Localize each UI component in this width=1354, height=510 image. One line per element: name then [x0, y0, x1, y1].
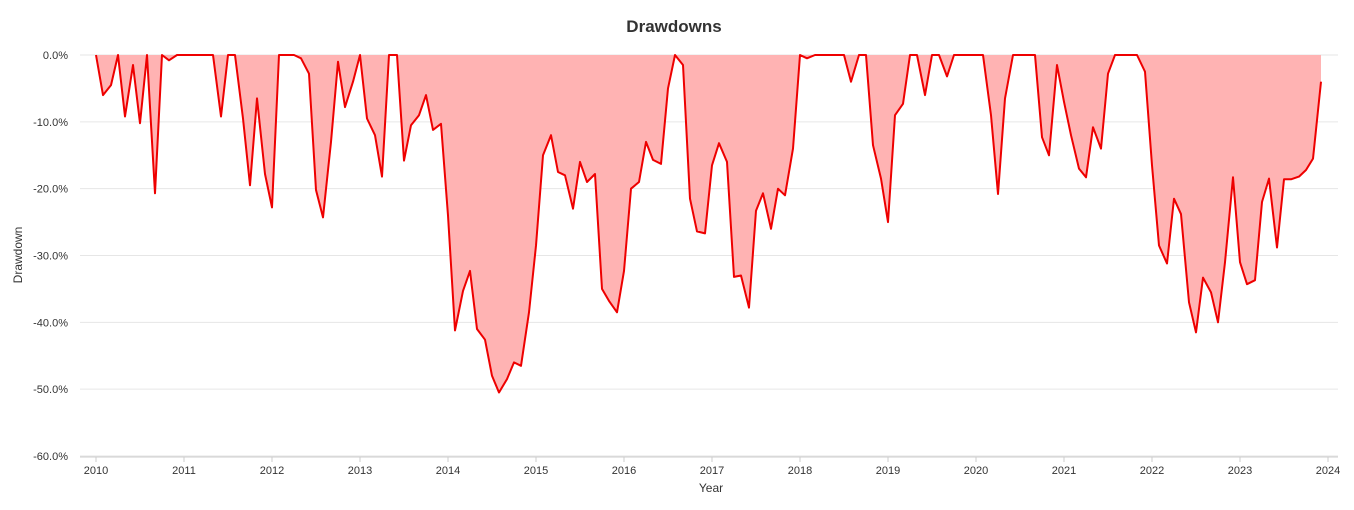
y-tick-label: -10.0% [33, 117, 68, 129]
x-tick-label: 2019 [876, 465, 900, 477]
x-tick-label: 2011 [172, 465, 196, 477]
x-tick-label: 2013 [348, 465, 372, 477]
chart-title: Drawdowns [626, 17, 721, 36]
y-tick-label: -50.0% [33, 384, 68, 396]
x-tick-label: 2014 [436, 465, 460, 477]
x-tick-label: 2024 [1316, 465, 1340, 477]
x-tick-label: 2023 [1228, 465, 1252, 477]
x-tick-label: 2015 [524, 465, 548, 477]
x-tick-label: 2016 [612, 465, 636, 477]
y-tick-label: -40.0% [33, 317, 68, 329]
x-axis-ticks: 2010 2011 2012 2013 2014 2015 2016 2017 2018 2019… [84, 457, 1340, 477]
y-axis-label: Drawdown [11, 227, 25, 284]
y-tick-label: 0.0% [43, 50, 68, 62]
drawdown-area-fill [96, 55, 1321, 393]
x-tick-label: 2010 [84, 465, 108, 477]
x-tick-label: 2022 [1140, 465, 1164, 477]
x-tick-label: 2020 [964, 465, 988, 477]
drawdown-area-layer [95, 54, 1322, 394]
y-tick-label: -30.0% [33, 251, 68, 263]
x-axis-label: Year [699, 481, 723, 495]
drawdown-line [95, 54, 1322, 394]
y-axis-ticks: 0.0% -10.0% -20.0% -30.0% -40.0% -50.0% -60.0% [33, 50, 68, 463]
y-tick-label: -60.0% [33, 451, 68, 463]
x-tick-label: 2012 [260, 465, 284, 477]
x-tick-label: 2018 [788, 465, 812, 477]
x-tick-label: 2017 [700, 465, 724, 477]
x-tick-label: 2021 [1052, 465, 1076, 477]
y-tick-label: -20.0% [33, 184, 68, 196]
